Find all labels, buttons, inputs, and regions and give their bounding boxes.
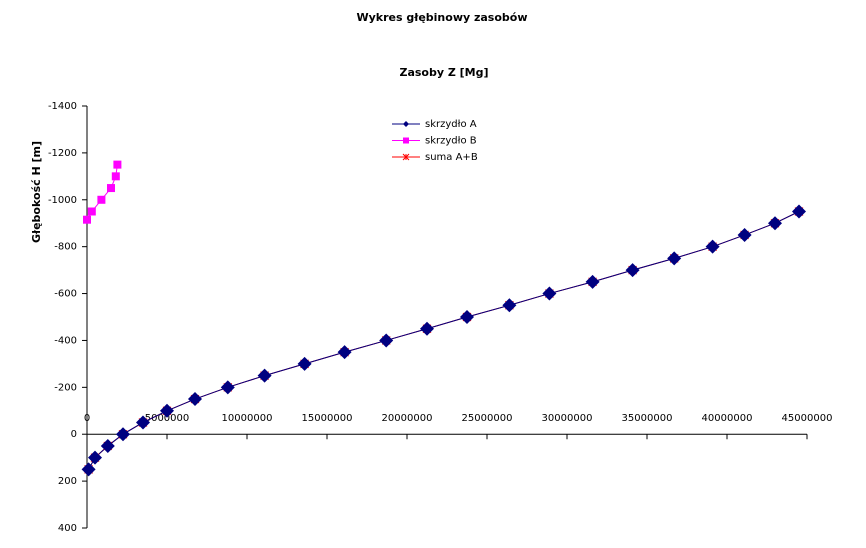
marker — [792, 204, 806, 219]
x-axis-title: Zasoby Z [Mg] — [399, 66, 488, 79]
y-tick-label: -400 — [54, 335, 77, 346]
marker — [88, 450, 102, 465]
x-tick-label: 20000000 — [382, 413, 433, 424]
legend-label: skrzydło B — [425, 136, 477, 147]
marker — [667, 251, 682, 266]
y-tick-label: 0 — [71, 429, 77, 440]
chart-title: Wykres głębinowy zasobów — [356, 11, 527, 24]
marker — [257, 368, 272, 383]
x-tick-label: 25000000 — [462, 413, 513, 424]
y-tick-label: -1200 — [48, 148, 77, 159]
marker — [100, 438, 115, 453]
marker — [585, 274, 600, 289]
marker — [337, 345, 352, 360]
legend-label: suma A+B — [425, 152, 478, 163]
series-line — [88, 211, 800, 470]
marker — [87, 207, 96, 216]
x-tick-label: 30000000 — [542, 413, 593, 424]
y-tick-label: -1400 — [48, 101, 77, 112]
legend-label: skrzydło A — [425, 119, 477, 130]
marker — [297, 356, 312, 371]
marker — [403, 121, 409, 127]
marker — [420, 321, 434, 336]
marker — [220, 380, 235, 395]
marker — [160, 403, 174, 418]
marker — [705, 239, 720, 254]
marker — [97, 195, 106, 204]
x-tick-label: 35000000 — [622, 413, 673, 424]
x-tick-label: 0 — [84, 413, 90, 424]
y-tick-label: 200 — [58, 476, 77, 487]
x-tick-label: 10000000 — [222, 413, 273, 424]
y-tick-label: -1000 — [48, 195, 77, 206]
marker — [107, 184, 115, 193]
marker — [188, 392, 202, 407]
y-tick-label: -200 — [54, 382, 77, 393]
y-tick-label: 400 — [58, 523, 77, 534]
marker — [460, 310, 474, 324]
marker — [502, 298, 517, 313]
y-tick-label: -800 — [54, 242, 77, 253]
marker — [116, 427, 130, 442]
marker — [768, 216, 782, 231]
marker — [379, 333, 394, 348]
marker — [625, 263, 640, 278]
marker — [542, 286, 557, 301]
marker — [81, 462, 96, 477]
marker — [113, 160, 122, 169]
marker — [403, 137, 409, 144]
marker — [402, 153, 410, 161]
marker — [136, 415, 150, 430]
y-axis-title: Głębokość H [m] — [30, 141, 43, 243]
series-line — [88, 211, 800, 470]
marker — [737, 227, 752, 242]
marker — [111, 172, 120, 181]
x-tick-label: 15000000 — [302, 413, 353, 424]
x-tick-label: 5000000 — [145, 413, 190, 424]
y-tick-label: -600 — [54, 289, 77, 300]
x-tick-label: 45000000 — [782, 413, 833, 424]
marker — [83, 215, 91, 224]
x-tick-label: 40000000 — [702, 413, 753, 424]
